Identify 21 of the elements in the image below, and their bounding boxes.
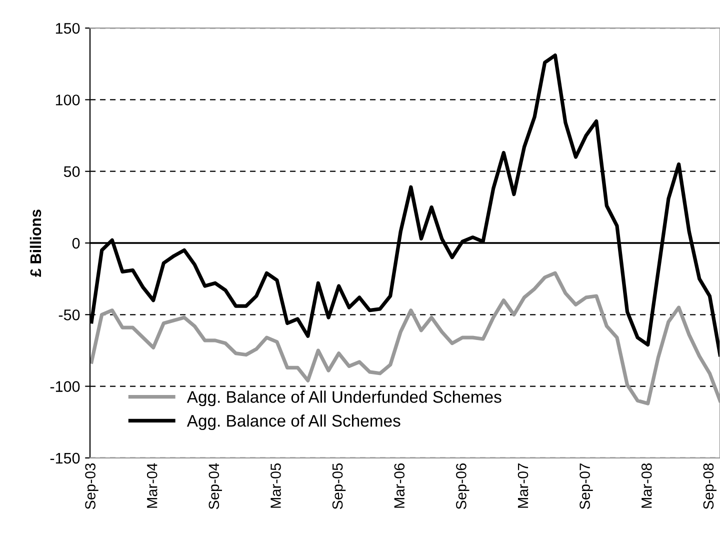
legend-label: Agg. Balance of All Underfunded Schemes bbox=[186, 390, 502, 406]
x-tick-label: Mar-07 bbox=[518, 464, 528, 508]
x-tick-label: Sep-06 bbox=[456, 463, 470, 510]
y-axis-title: £ Billions bbox=[30, 210, 42, 277]
y-tick-label: 50 bbox=[64, 166, 80, 178]
x-tick-label: Sep-07 bbox=[580, 464, 593, 510]
y-tick-label: 150 bbox=[56, 22, 80, 34]
y-tick-label: 100 bbox=[56, 94, 80, 106]
y-tick-label: 0 bbox=[72, 238, 80, 249]
x-tick-label: Sep-04 bbox=[208, 463, 222, 510]
x-tick-label: Sep-08 bbox=[703, 463, 716, 510]
y-tick-label: -50 bbox=[58, 310, 80, 320]
y-tick-label: -100 bbox=[50, 381, 80, 392]
x-tick-label: Mar-04 bbox=[146, 463, 158, 508]
x-tick-label: Sep-05 bbox=[332, 463, 346, 510]
x-tick-label: Mar-08 bbox=[641, 463, 652, 508]
x-tick-label: Mar-05 bbox=[270, 463, 281, 508]
x-tick-label: Mar-06 bbox=[394, 463, 405, 508]
legend-label: Agg. Balance of All Schemes bbox=[186, 414, 400, 430]
x-tick-label: Sep-03 bbox=[85, 463, 98, 510]
y-tick-label: -150 bbox=[50, 452, 80, 464]
